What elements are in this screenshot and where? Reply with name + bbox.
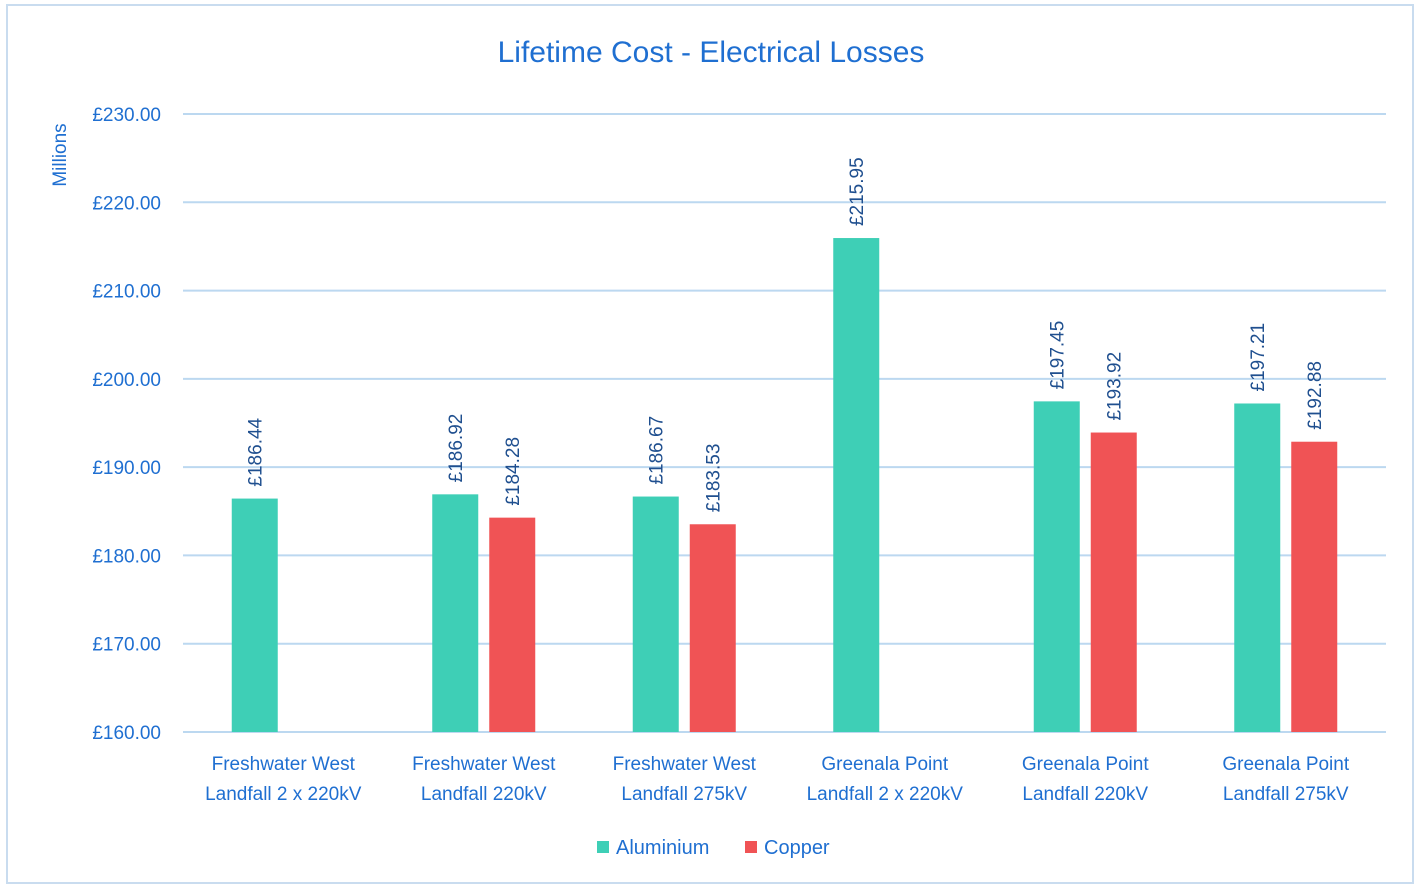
- x-category-label: Greenala Point: [1022, 754, 1149, 775]
- bar-aluminium: [432, 494, 479, 732]
- x-category-label: Greenala Point: [1222, 754, 1349, 775]
- y-tick-label: £200.00: [92, 370, 161, 391]
- y-tick-label: £190.00: [92, 458, 161, 479]
- bar-copper: [1090, 432, 1137, 732]
- bar-copper: [489, 517, 536, 732]
- bar-aluminium: [231, 498, 278, 732]
- legend-label: Copper: [764, 837, 830, 859]
- x-category-label: Landfall 275kV: [1223, 784, 1349, 805]
- bar-aluminium: [1234, 403, 1281, 732]
- data-label: £183.53: [704, 444, 725, 513]
- y-tick-label: £170.00: [92, 635, 161, 656]
- bar-aluminium: [632, 496, 679, 732]
- chart-title: Lifetime Cost - Electrical Losses: [498, 36, 925, 69]
- y-axis-ticks: £160.00 £170.00 £180.00 £190.00 £200.00 £210.…: [92, 105, 161, 744]
- x-category-label: Greenala Point: [821, 754, 948, 775]
- legend: Aluminium Copper: [597, 837, 830, 859]
- y-tick-label: £230.00: [92, 105, 161, 126]
- x-category-label: Freshwater West: [412, 754, 556, 775]
- legend-swatch-copper: [745, 841, 757, 853]
- y-tick-label: £220.00: [92, 193, 161, 214]
- data-label: £193.92: [1105, 352, 1126, 421]
- bars: [231, 238, 1338, 732]
- legend-swatch-aluminium: [597, 841, 609, 853]
- data-label: £186.44: [246, 417, 267, 486]
- gridlines: [183, 113, 1386, 733]
- x-category-label: Landfall 2 x 220kV: [807, 784, 964, 805]
- bar-copper: [1291, 441, 1338, 732]
- legend-label: Aluminium: [616, 837, 709, 859]
- data-label: £197.21: [1248, 323, 1269, 392]
- chart-frame: [6, 4, 1414, 884]
- data-label: £186.67: [647, 416, 668, 485]
- y-axis-label: Millions: [50, 123, 71, 186]
- bar-copper: [689, 524, 736, 732]
- bar-aluminium: [1033, 401, 1080, 732]
- x-category-label: Landfall 220kV: [1022, 784, 1148, 805]
- x-category-label: Landfall 220kV: [421, 784, 547, 805]
- x-category-label: Landfall 2 x 220kV: [205, 784, 362, 805]
- data-label: £184.28: [503, 437, 524, 506]
- data-label: £192.88: [1305, 361, 1326, 430]
- y-tick-label: £180.00: [92, 546, 161, 567]
- data-label: £197.45: [1048, 321, 1069, 390]
- bar-aluminium: [833, 238, 880, 732]
- x-axis-categories: Freshwater West Landfall 2 x 220kV Freshwa…: [205, 754, 1350, 805]
- data-label: £186.92: [446, 414, 467, 483]
- data-labels: £186.44 £186.92 £184.28 £186.67 £183.53 £215.…: [246, 157, 1327, 512]
- y-tick-label: £160.00: [92, 723, 161, 744]
- x-category-label: Freshwater West: [613, 754, 757, 775]
- x-category-label: Landfall 275kV: [621, 784, 747, 805]
- data-label: £215.95: [847, 157, 868, 226]
- y-tick-label: £210.00: [92, 282, 161, 303]
- x-category-label: Freshwater West: [212, 754, 356, 775]
